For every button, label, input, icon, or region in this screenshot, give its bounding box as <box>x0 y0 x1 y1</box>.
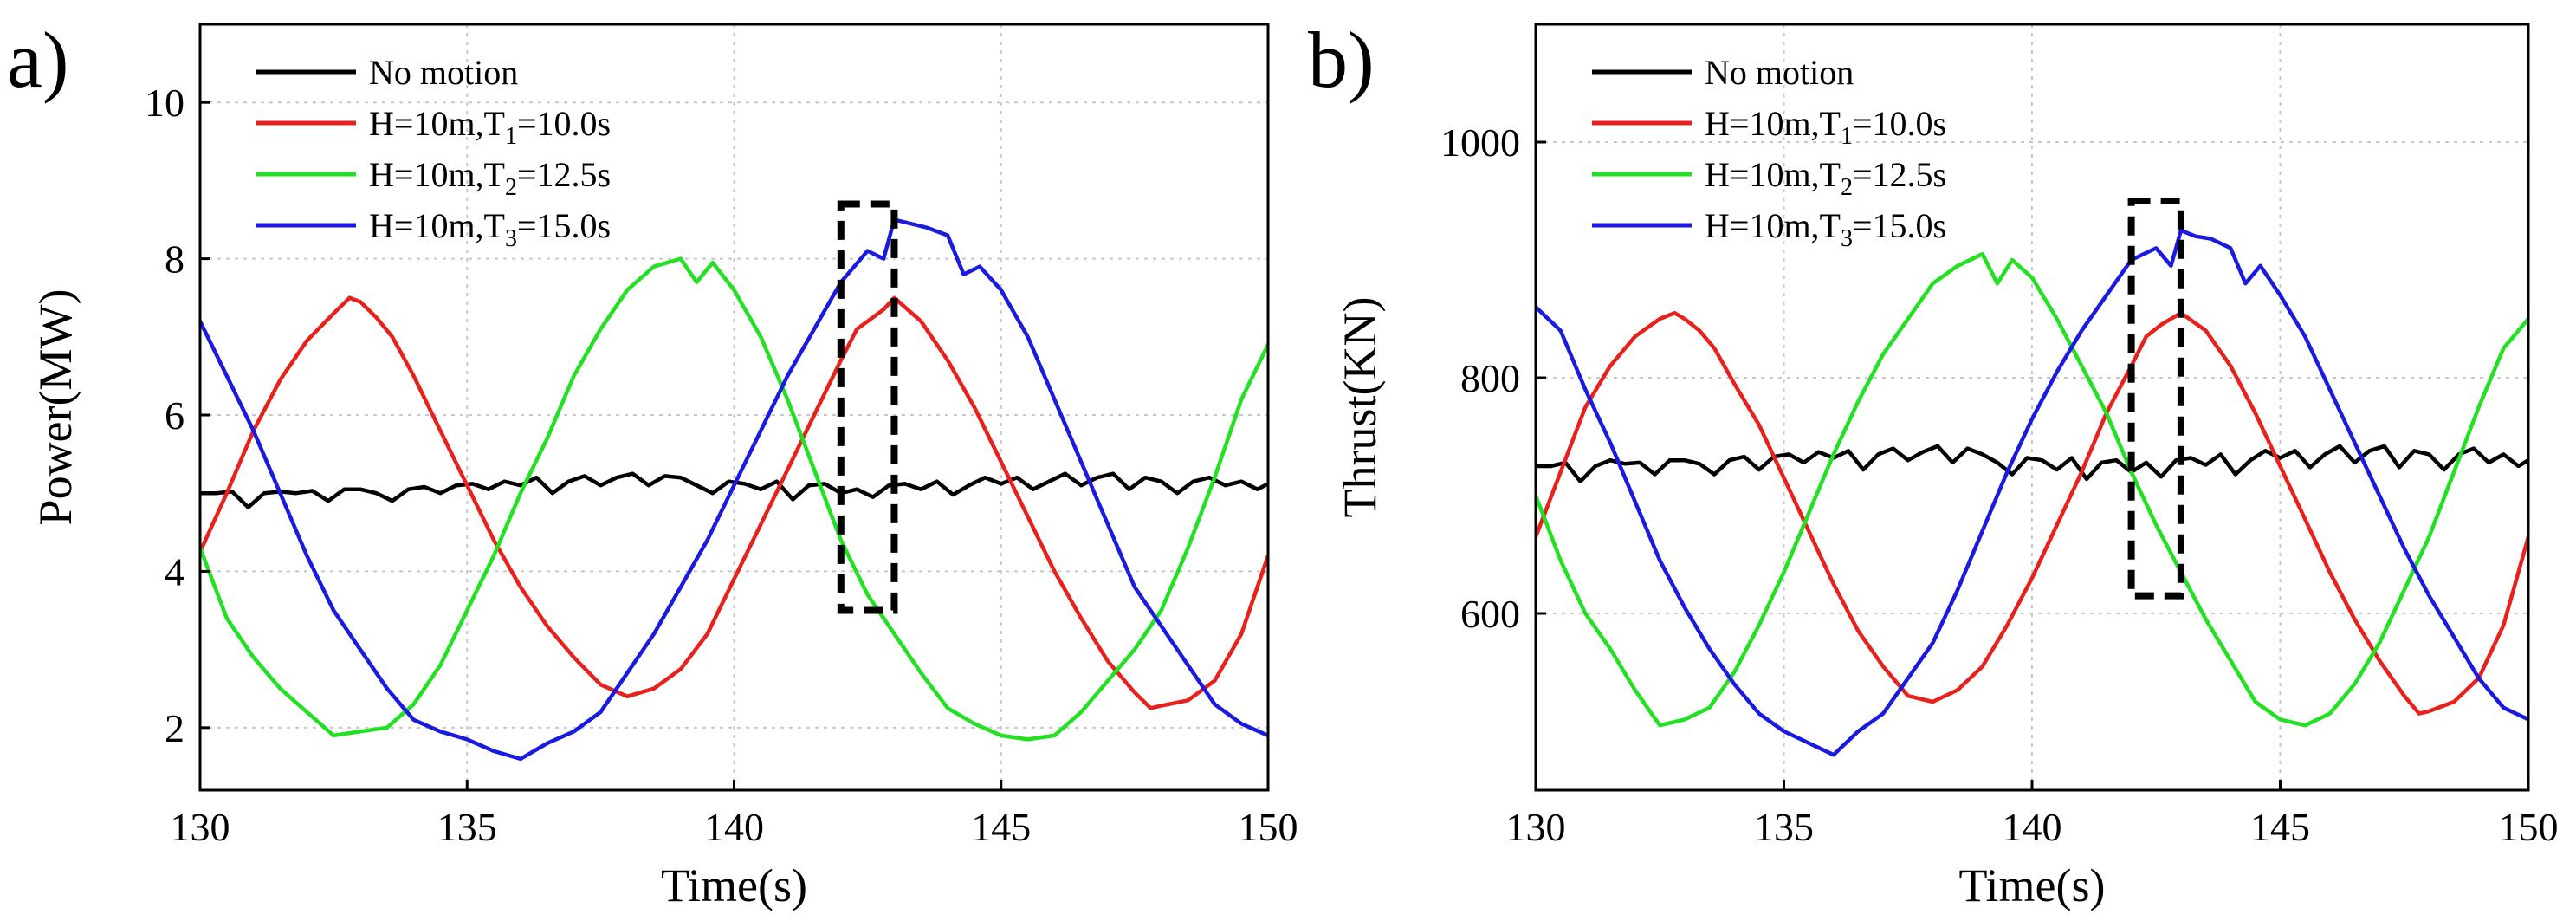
x-axis-title: Time(s) <box>661 859 807 911</box>
series-line-t2 <box>1536 251 2528 728</box>
y-tick-label: 2 <box>165 706 184 750</box>
x-axis-title: Time(s) <box>1958 859 2105 911</box>
x-tick-label: 130 <box>1506 805 1566 849</box>
panel-a: 130 135 140 145 150 2 4 6 8 10 Time(s) Power(MW) a) N… <box>7 16 1298 911</box>
legend-label: H=10m,T2=12.5s <box>369 155 611 201</box>
y-tick-label: 8 <box>165 237 184 282</box>
y-tick-label: 10 <box>145 81 184 125</box>
series-line-no-motion <box>1536 444 2528 483</box>
x-tick-label: 135 <box>1754 805 1814 849</box>
panel-label: a) <box>7 16 68 104</box>
y-axis-title: Thrust(KN) <box>1334 297 1386 518</box>
y-tick-label: 6 <box>165 393 184 438</box>
legend-label: H=10m,T3=15.0s <box>1705 206 1946 252</box>
legend-label: No motion <box>369 53 518 92</box>
y-tick-label: 800 <box>1460 356 1520 400</box>
x-tick-label: 140 <box>704 805 764 849</box>
series-line-t1 <box>200 295 1268 710</box>
legend-label: H=10m,T1=10.0s <box>369 104 611 150</box>
legend-label: H=10m,T3=15.0s <box>369 206 611 252</box>
legend-label: No motion <box>1705 53 1854 92</box>
x-tick-label: 135 <box>437 805 497 849</box>
series-line-t3 <box>200 217 1268 762</box>
panel-b: 130 135 140 145 150 600 800 1000 Time(s) Thrust(K… <box>1308 16 2559 911</box>
x-tick-label: 145 <box>971 805 1031 849</box>
legend-label: H=10m,T1=10.0s <box>1705 104 1946 150</box>
y-tick-label: 1000 <box>1440 120 1520 165</box>
series-line-t1 <box>1536 310 2528 716</box>
highlight-box <box>2127 198 2184 600</box>
x-tick-label: 130 <box>171 805 230 849</box>
y-axis-title: Power(MW) <box>29 289 81 526</box>
x-tick-label: 150 <box>1239 805 1298 849</box>
x-tick-label: 145 <box>2250 805 2310 849</box>
x-tick-label: 150 <box>2499 805 2559 849</box>
series-line-t3 <box>1536 228 2528 757</box>
y-tick-label: 4 <box>165 549 184 593</box>
legend-label: H=10m,T2=12.5s <box>1705 155 1946 201</box>
y-tick-label: 600 <box>1460 592 1520 636</box>
highlight-box <box>837 200 898 614</box>
series-line-t2 <box>200 256 1268 742</box>
panel-label: b) <box>1308 16 1375 104</box>
x-tick-label: 140 <box>2003 805 2062 849</box>
